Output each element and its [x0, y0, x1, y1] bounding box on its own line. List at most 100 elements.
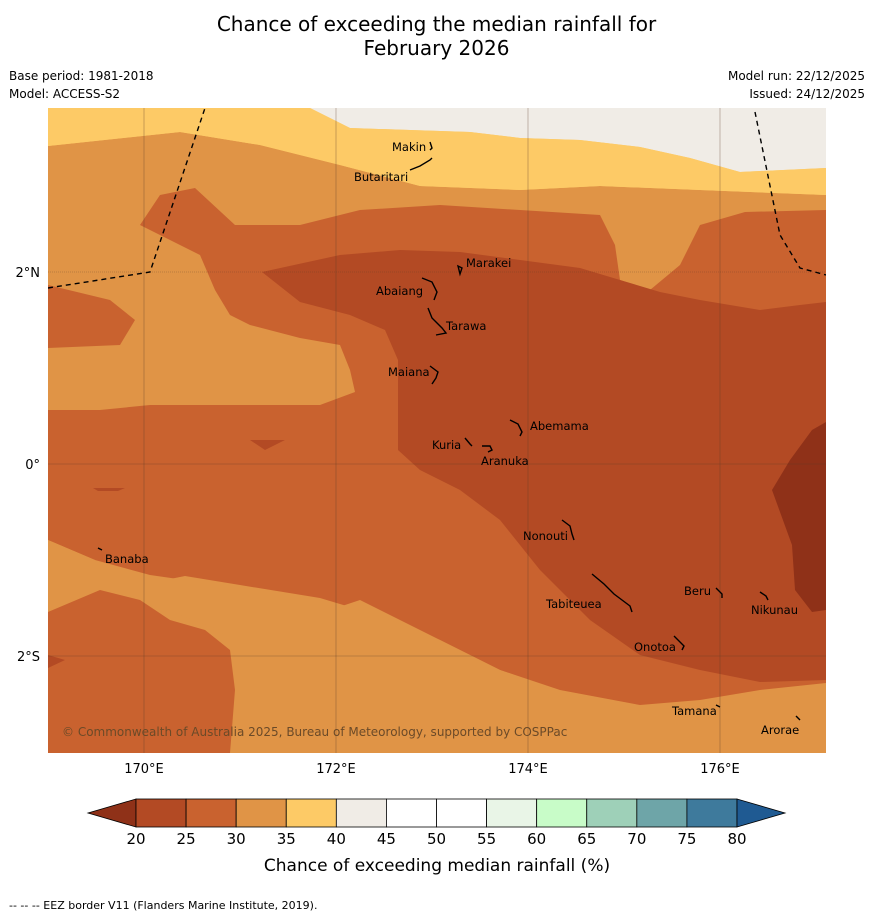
colorbar-tick-label: 70	[627, 830, 646, 848]
colorbar-cell	[536, 798, 588, 828]
label-tabiteuea: Tabiteuea	[545, 597, 602, 611]
colorbar-tick-label: 60	[527, 830, 546, 848]
colorbar-cell	[335, 798, 387, 828]
label-abaiang: Abaiang	[376, 284, 423, 298]
y-tick-0: 0°	[25, 458, 40, 473]
label-marakei: Marakei	[466, 256, 511, 270]
island-abaiang	[421, 277, 438, 301]
x-tick-174: 174°E	[508, 762, 548, 777]
label-maiana: Maiana	[388, 365, 430, 379]
meta-left: Base period: 1981-2018 Model: ACCESS-S2	[9, 67, 154, 103]
island-outlines	[97, 141, 801, 721]
colorbar-cell	[386, 798, 437, 828]
colorbar-cell	[686, 798, 738, 828]
island-tarawa	[427, 307, 448, 336]
colorbar-cell	[586, 798, 638, 828]
region-40-45	[310, 108, 826, 172]
label-tamana: Tamana	[671, 704, 717, 718]
colorbar-cell	[235, 798, 287, 828]
island-banaba	[97, 547, 103, 551]
island-beru	[715, 587, 723, 598]
copyright-text: © Commonwealth of Australia 2025, Bureau…	[62, 725, 567, 739]
model-run-text: Model run: 22/12/2025	[727, 69, 865, 83]
island-abemama	[509, 419, 523, 437]
region-20-25-spot2	[93, 488, 125, 491]
colorbar-cell	[486, 798, 538, 828]
colorbar-cell	[135, 798, 187, 828]
colorbar-tick-label: 75	[677, 830, 696, 848]
map-title-line1: Chance of exceeding the median rainfall …	[216, 12, 657, 36]
island-aranuka	[482, 445, 493, 453]
map-panel: Makin Butaritari Marakei Abaiang Tarawa …	[48, 108, 826, 753]
region-35-40-b	[48, 108, 826, 195]
colorbar-cell	[185, 798, 237, 828]
island-tamana	[715, 704, 721, 708]
eez-footnote: -- -- -- EEZ border V11 (Flanders Marine…	[9, 899, 318, 912]
island-makin	[429, 141, 433, 151]
colorbar-cell	[636, 798, 688, 828]
island-arorae	[795, 715, 801, 721]
colorbar-tick-label: 35	[277, 830, 296, 848]
region-25-30-west	[48, 285, 135, 348]
region-30-35-south	[140, 576, 826, 753]
island-labels: Makin Butaritari Marakei Abaiang Tarawa …	[105, 140, 799, 737]
map-title-line2: February 2026	[363, 36, 510, 60]
colorbar-tick-label: 80	[727, 830, 746, 848]
label-aranuka: Aranuka	[481, 454, 529, 468]
region-20-25-spot	[250, 440, 285, 450]
eez-border	[48, 108, 826, 289]
region-30-35-sw	[48, 540, 95, 605]
y-tick-2n: 2°N	[16, 266, 41, 281]
colorbar-cells	[135, 798, 738, 828]
label-kuria: Kuria	[432, 438, 461, 452]
colorbar-under-arrow	[86, 798, 137, 828]
island-marakei	[456, 264, 463, 277]
colorbar-tick-label: 40	[327, 830, 346, 848]
island-onotoa	[673, 635, 685, 651]
colorbar-over-arrow	[736, 798, 787, 828]
colorbar: 20 25 30 35 40 45 50 55 60 65 70 75 80 Chance of exc…	[86, 798, 787, 876]
island-nikunau	[759, 591, 769, 601]
gridlines	[48, 108, 826, 753]
region-20-25-edge	[48, 655, 65, 668]
colorbar-tick-label: 25	[177, 830, 196, 848]
model-text: Model: ACCESS-S2	[9, 87, 121, 101]
label-abemama: Abemama	[530, 419, 589, 433]
colorbar-tick-label: 50	[427, 830, 446, 848]
label-nikunau: Nikunau	[751, 603, 798, 617]
label-banaba: Banaba	[105, 552, 149, 566]
colorbar-label: Chance of exceeding median rainfall (%)	[264, 856, 610, 876]
issued-text: Issued: 24/12/2025	[749, 87, 865, 101]
colorbar-tick-label: 55	[477, 830, 496, 848]
colorbar-tick-label: 20	[126, 830, 145, 848]
label-nonouti: Nonouti	[523, 529, 568, 543]
island-butaritari	[409, 157, 433, 171]
colorbar-tick-label: 65	[577, 830, 596, 848]
colorbar-ticks: 20 25 30 35 40 45 50 55 60 65 70 75 80	[126, 830, 746, 848]
map-title: Chance of exceeding the median rainfall …	[0, 12, 873, 60]
colorbar-cell	[285, 798, 337, 828]
island-tabiteuea	[591, 573, 633, 613]
x-tick-170: 170°E	[124, 762, 164, 777]
colorbar-cell	[436, 798, 487, 828]
label-makin: Makin	[392, 140, 426, 154]
region-25-30-sw	[48, 590, 235, 753]
x-tick-172: 172°E	[316, 762, 356, 777]
label-tarawa: Tarawa	[445, 319, 486, 333]
island-maiana	[429, 365, 439, 385]
label-onotoa: Onotoa	[634, 640, 676, 654]
meta-right: Model run: 22/12/2025 Issued: 24/12/2025	[728, 67, 865, 103]
x-tick-176: 176°E	[700, 762, 740, 777]
label-arorae: Arorae	[761, 723, 799, 737]
region-below-20	[772, 422, 826, 612]
y-tick-2s: 2°S	[17, 650, 40, 665]
label-beru: Beru	[684, 584, 711, 598]
island-nonouti	[561, 519, 575, 541]
colorbar-tick-label: 45	[377, 830, 396, 848]
colorbar-tick-label: 30	[227, 830, 246, 848]
label-butaritari: Butaritari	[354, 170, 408, 184]
island-kuria	[464, 437, 473, 447]
base-period-text: Base period: 1981-2018	[9, 69, 154, 83]
region-20-25	[262, 250, 826, 682]
